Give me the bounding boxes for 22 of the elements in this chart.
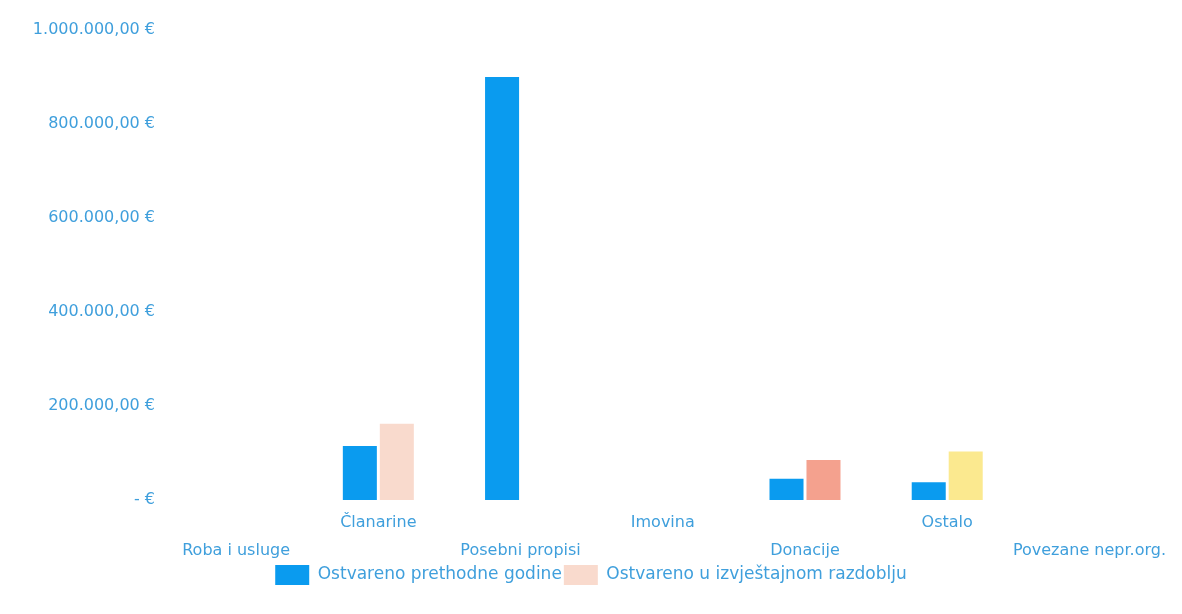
x-tick-label: Povezane nepr.org. <box>1012 540 1166 560</box>
y-tick-label: 200.000,00 € <box>48 395 155 415</box>
y-tick-label: - € <box>133 489 155 509</box>
bar <box>769 478 804 500</box>
y-tick-label: 600.000,00 € <box>48 207 155 227</box>
legend-label: Ostvareno u izvještajnom razdoblju <box>606 563 907 584</box>
bar <box>911 482 946 500</box>
bar <box>948 451 983 500</box>
bar <box>806 460 841 500</box>
bar <box>342 445 377 500</box>
legend-label: Ostvareno prethodne godine <box>317 563 562 584</box>
x-tick-label: Posebni propisi <box>460 540 581 560</box>
x-tick-label: Članarine <box>340 511 417 531</box>
x-tick-label: Donacije <box>770 540 840 560</box>
x-tick-label: Imovina <box>630 511 695 531</box>
x-tick-label: Ostalo <box>921 511 973 531</box>
x-tick-label: Roba i usluge <box>182 540 291 560</box>
bar <box>485 77 520 500</box>
y-tick-label: 800.000,00 € <box>48 113 155 133</box>
bar <box>379 423 414 500</box>
y-tick-label: 1.000.000,00 € <box>32 19 155 39</box>
y-tick-label: 400.000,00 € <box>48 301 155 321</box>
